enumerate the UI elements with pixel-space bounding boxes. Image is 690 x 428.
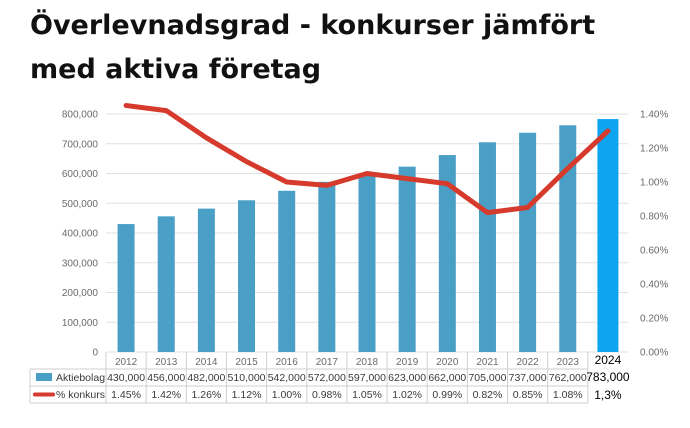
bar [318, 181, 336, 352]
left-tick-label: 500,000 [62, 199, 99, 210]
left-tick-label: 0 [92, 348, 98, 359]
table-value-aktiebolag: 542,000 [268, 372, 306, 384]
left-tick-label: 400,000 [62, 229, 99, 240]
bar [597, 119, 619, 353]
table-value-konkurs: 1.02% [392, 389, 422, 401]
table-value-aktiebolag: 597,000 [348, 372, 386, 384]
bar-series [117, 119, 619, 353]
table-value-aktiebolag: 662,000 [428, 372, 466, 384]
table-value-aktiebolag: 456,000 [147, 372, 185, 384]
bar [278, 190, 296, 352]
bar [157, 216, 175, 352]
right-tick-label: 0.20% [640, 314, 668, 325]
table-value-konkurs: 0.99% [432, 389, 462, 401]
data-table: 2012 2013 2014 2015 2016 2017 2018 2019 2020 2021… [29, 352, 630, 404]
category-label: 2024 [595, 353, 622, 367]
left-tick-label: 300,000 [62, 258, 99, 269]
legend-key-aktiebolag [36, 373, 52, 381]
bar [438, 155, 456, 352]
table-value-konkurs: 1.08% [553, 389, 583, 401]
table-value-aktiebolag: 510,000 [228, 372, 266, 384]
table-value-konkurs: 0.85% [513, 389, 543, 401]
bar [238, 200, 256, 352]
table-value-konkurs: 1,3% [594, 388, 622, 402]
legend-label-aktiebolag: Aktiebolag [56, 372, 105, 384]
right-tick-label: 0.60% [640, 246, 668, 257]
table-value-konkurs: 0.82% [473, 389, 503, 401]
table-value-konkurs: 1.05% [352, 389, 382, 401]
category-label: 2023 [557, 357, 580, 368]
category-label: 2013 [155, 357, 178, 368]
table-value-konkurs: 1.26% [191, 389, 221, 401]
bar [478, 142, 496, 352]
category-label: 2022 [516, 357, 539, 368]
bar [117, 224, 135, 352]
category-label: 2014 [195, 357, 218, 368]
category-label: 2012 [115, 357, 138, 368]
right-tick-label: 1.40% [640, 110, 668, 121]
table-value-aktiebolag: 705,000 [468, 372, 506, 384]
table-value-konkurs: 1.12% [232, 389, 262, 401]
bar [358, 174, 376, 352]
table-value-konkurs: 1.42% [151, 389, 181, 401]
table-value-aktiebolag: 737,000 [509, 372, 547, 384]
category-label: 2018 [356, 357, 379, 368]
table-value-aktiebolag: 623,000 [388, 372, 426, 384]
bar [197, 208, 215, 352]
left-tick-label: 700,000 [62, 139, 99, 150]
table-value-konkurs: 1.00% [272, 389, 302, 401]
right-tick-label: 0.40% [640, 280, 668, 291]
legend-label-konkurs: % konkurs [56, 389, 105, 401]
category-label: 2019 [396, 357, 419, 368]
category-label: 2015 [235, 357, 258, 368]
bar [559, 125, 577, 353]
page-title: Överlevnadsgrad - konkurser jämfört med … [30, 10, 596, 85]
right-axis: 0.00% 0.20% 0.40% 0.60% 0.80% 1.00% 1.20% 1.40% [640, 110, 668, 359]
table-value-aktiebolag: 482,000 [187, 372, 225, 384]
left-tick-label: 200,000 [62, 288, 99, 299]
left-tick-label: 600,000 [62, 169, 99, 180]
right-tick-label: 1.20% [640, 144, 668, 155]
table-value-aktiebolag: 762,000 [549, 372, 587, 384]
line-series [123, 103, 611, 216]
bar [398, 166, 416, 352]
right-tick-label: 0.80% [640, 212, 668, 223]
table-value-aktiebolag: 430,000 [107, 372, 145, 384]
category-label: 2016 [276, 357, 299, 368]
table-value-konkurs: 0.98% [312, 389, 342, 401]
table-value-aktiebolag: 783,000 [586, 370, 630, 384]
table-value-konkurs: 1.45% [111, 389, 141, 401]
left-tick-label: 100,000 [62, 318, 99, 329]
left-axis: 0 100,000 200,000 300,000 400,000 500,000 600,… [62, 110, 99, 359]
category-label: 2021 [476, 357, 499, 368]
category-label: 2017 [316, 357, 339, 368]
right-tick-label: 0.00% [640, 348, 668, 359]
category-label: 2020 [436, 357, 459, 368]
table-value-aktiebolag: 572,000 [308, 372, 346, 384]
right-tick-label: 1.00% [640, 178, 668, 189]
left-tick-label: 800,000 [62, 110, 99, 121]
bar [519, 132, 537, 352]
